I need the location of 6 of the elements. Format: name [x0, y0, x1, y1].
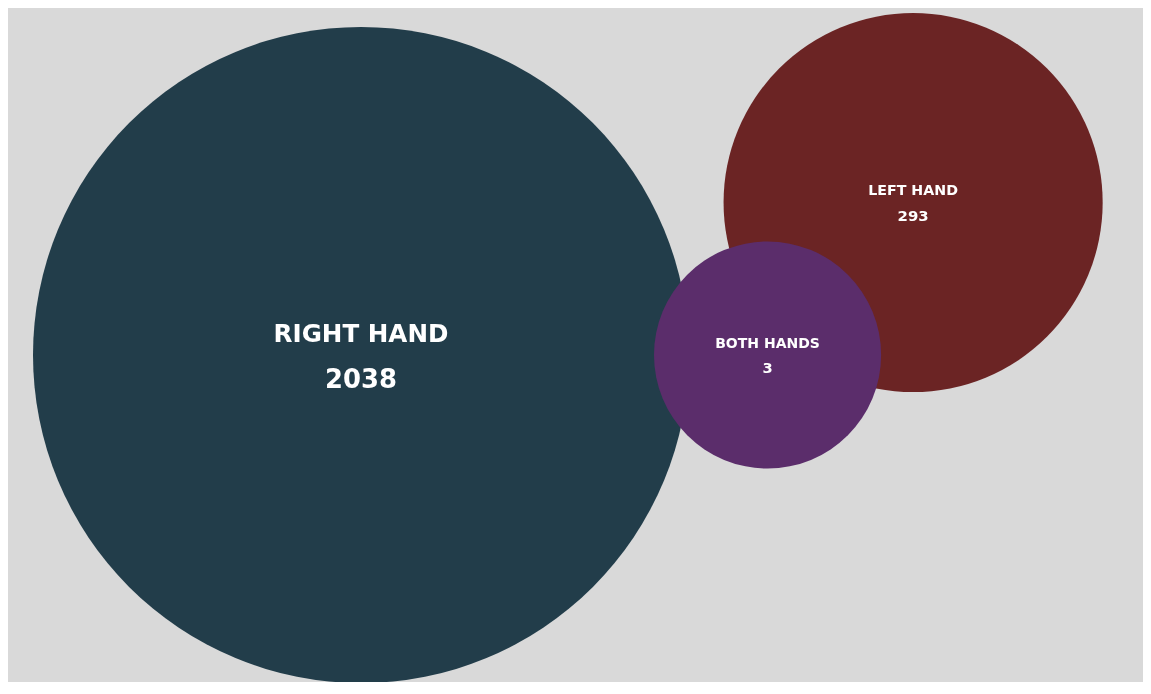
data-label: 293	[897, 207, 929, 226]
category-label: LEFT HAND	[868, 182, 959, 199]
category-label: BOTH HANDS	[715, 334, 820, 351]
data-label: 3	[762, 359, 773, 377]
category-label: RIGHT HAND	[273, 319, 449, 349]
data-label: 2038	[325, 363, 397, 394]
